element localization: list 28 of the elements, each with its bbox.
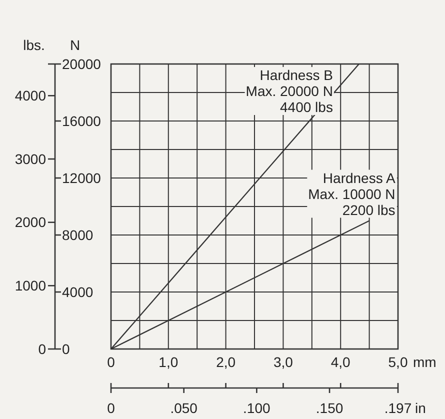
y-tick-label: 16000 — [62, 112, 102, 129]
x2-tick-label: .150 — [316, 400, 344, 416]
y-tick-label: 0 — [62, 340, 70, 357]
x-tick-label: 4,0 — [330, 354, 351, 370]
x-tick-label: 2,0 — [216, 354, 236, 370]
y2-tick-label: 3000 — [14, 150, 46, 167]
x-tick-label: 0 — [107, 354, 116, 370]
y-axis-title: N — [70, 37, 80, 53]
x-tick-label: 1,0 — [158, 354, 178, 370]
x2-tick-label: .100 — [243, 400, 271, 416]
x2-axis-title: in — [415, 400, 426, 416]
y2-axis-title: lbs. — [23, 37, 45, 53]
y-tick-label: 12000 — [62, 170, 102, 186]
x2-tick-label: 0 — [107, 400, 116, 416]
y2-tick-label: 2000 — [14, 214, 46, 230]
annotation: Hardness B Max. 20000 N 4400 lbs — [246, 67, 333, 115]
x-axis-title: mm — [413, 354, 436, 370]
y2-tick-label: 0 — [38, 340, 46, 357]
y-tick-label: 20000 — [62, 56, 102, 72]
y-tick-label: 8000 — [62, 226, 94, 243]
annotation: Hardness A Max. 10000 N 2200 lbs — [308, 170, 396, 218]
x2-tick-label: .050 — [170, 400, 198, 416]
x-tick-label: 5,0 — [388, 354, 408, 370]
x2-tick-label: .197 — [384, 400, 412, 416]
y2-tick-label: 1000 — [14, 278, 46, 294]
x-tick-label: 3,0 — [273, 354, 294, 370]
y2-tick-label: 4000 — [14, 88, 46, 104]
y-tick-label: 4000 — [62, 284, 94, 300]
